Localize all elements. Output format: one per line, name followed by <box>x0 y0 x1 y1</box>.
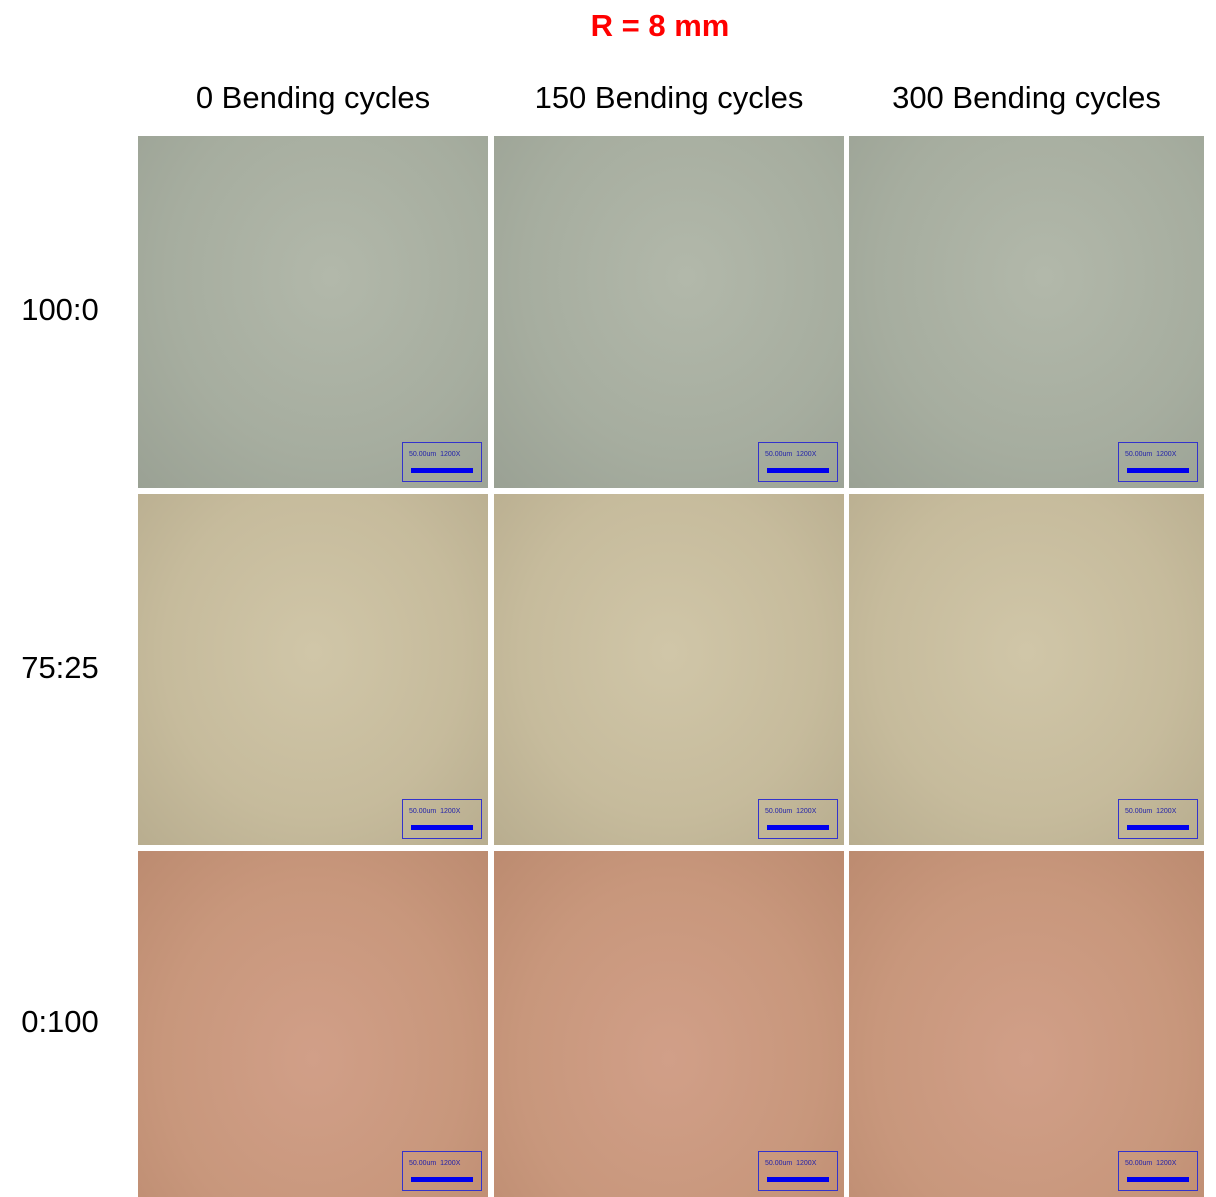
scale-bar <box>411 1177 473 1182</box>
scale-label: 50.00um 1200X <box>765 1160 816 1167</box>
scale-bar <box>767 468 829 473</box>
figure: {"title": "R = 8 mm", "columns": ["0 Ben… <box>0 0 1216 1197</box>
micrograph: 50.00um 1200X <box>138 851 488 1197</box>
scale-bar-box: 50.00um 1200X <box>402 799 482 839</box>
scale-bar-box: 50.00um 1200X <box>758 442 838 482</box>
figure-title: R = 8 mm <box>460 8 860 44</box>
row-header: 100:0 <box>0 292 120 328</box>
scale-bar-box: 50.00um 1200X <box>758 799 838 839</box>
scale-bar-box: 50.00um 1200X <box>1118 799 1198 839</box>
row-header: 0:100 <box>0 1004 120 1040</box>
scale-bar-box: 50.00um 1200X <box>402 442 482 482</box>
scale-bar <box>767 1177 829 1182</box>
micrograph: 50.00um 1200X <box>494 494 844 845</box>
scale-bar-box: 50.00um 1200X <box>758 1151 838 1191</box>
scale-label: 50.00um 1200X <box>409 451 460 458</box>
micrograph: 50.00um 1200X <box>849 136 1204 488</box>
micrograph: 50.00um 1200X <box>494 851 844 1197</box>
scale-label: 50.00um 1200X <box>765 451 816 458</box>
micrograph: 50.00um 1200X <box>849 494 1204 845</box>
column-header: 300 Bending cycles <box>839 80 1214 116</box>
micrograph: 50.00um 1200X <box>494 136 844 488</box>
column-header: 150 Bending cycles <box>484 80 854 116</box>
scale-label: 50.00um 1200X <box>409 1160 460 1167</box>
micrograph: 50.00um 1200X <box>138 494 488 845</box>
micrograph: 50.00um 1200X <box>849 851 1204 1197</box>
scale-label: 50.00um 1200X <box>1125 808 1176 815</box>
row-header: 75:25 <box>0 650 120 686</box>
scale-label: 50.00um 1200X <box>1125 1160 1176 1167</box>
scale-bar <box>1127 1177 1189 1182</box>
scale-bar <box>1127 468 1189 473</box>
column-header: 0 Bending cycles <box>128 80 498 116</box>
scale-bar-box: 50.00um 1200X <box>1118 442 1198 482</box>
micrograph: 50.00um 1200X <box>138 136 488 488</box>
scale-bar <box>411 825 473 830</box>
scale-bar <box>767 825 829 830</box>
scale-label: 50.00um 1200X <box>409 808 460 815</box>
scale-bar <box>1127 825 1189 830</box>
scale-bar <box>411 468 473 473</box>
scale-label: 50.00um 1200X <box>765 808 816 815</box>
scale-label: 50.00um 1200X <box>1125 451 1176 458</box>
scale-bar-box: 50.00um 1200X <box>1118 1151 1198 1191</box>
scale-bar-box: 50.00um 1200X <box>402 1151 482 1191</box>
